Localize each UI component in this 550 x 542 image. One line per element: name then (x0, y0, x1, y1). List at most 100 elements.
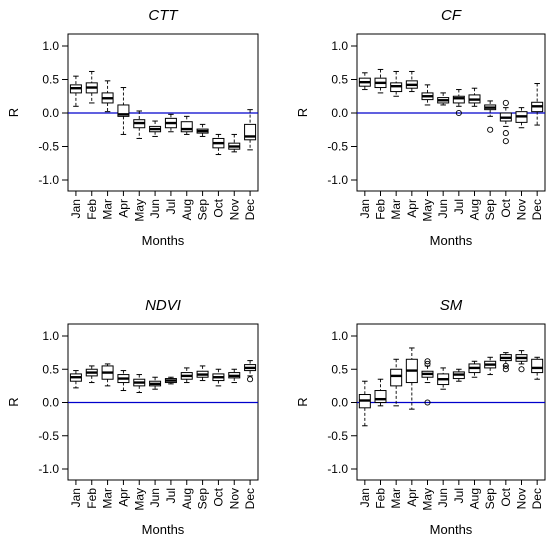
x-tick-label: Apr (405, 199, 419, 218)
x-tick-label: Oct (211, 198, 225, 217)
box-jan (69, 75, 82, 107)
outlier-point (424, 399, 431, 406)
y-tick-label: -1.0 (327, 173, 348, 187)
y-tick-label: 0.0 (331, 106, 348, 120)
y-tick-label: 1.0 (42, 39, 59, 53)
box-oct (212, 133, 225, 156)
y-tick-label: -0.5 (327, 429, 348, 443)
box-jun (149, 120, 162, 137)
x-tick-label: Sep (196, 199, 210, 221)
box-jun (437, 92, 450, 106)
box-feb (374, 378, 387, 407)
box-jul (452, 368, 465, 382)
x-tick-label: Sep (196, 488, 210, 510)
x-axis-label: Months (142, 522, 185, 537)
x-tick-label: Jul (164, 488, 178, 503)
box-sep (196, 365, 209, 382)
box-aug (468, 87, 481, 107)
box-nov (228, 133, 241, 153)
box-apr (405, 70, 418, 93)
x-tick-label: Sep (483, 199, 497, 221)
y-axis-label: R (6, 108, 21, 117)
panel-ndvi: NDVI 1.0 0.5 0.0 -0.5 -1.0 R Jan Feb Mar Apr May Jun… (6, 297, 259, 537)
box-jan (358, 72, 371, 91)
x-tick-label: Mar (389, 488, 403, 509)
y-tick-label: -0.5 (327, 140, 348, 154)
y-tick-label: 1.0 (331, 329, 348, 343)
box-dec (531, 83, 544, 126)
box-mar (390, 70, 403, 97)
x-tick-label: Jan (69, 488, 83, 507)
box-oct (212, 368, 225, 387)
y-tick-label: 0.0 (331, 396, 348, 410)
outlier-point (502, 99, 509, 106)
x-tick-label: Jun (436, 199, 450, 218)
x-tick-label: Feb (85, 488, 99, 509)
outlier-point (455, 109, 462, 117)
x-tick-label: Apr (405, 488, 419, 507)
box-dec (531, 356, 544, 380)
box-sep (484, 356, 497, 376)
y-tick-label: 0.5 (42, 362, 59, 376)
box-oct (499, 99, 512, 145)
box-may (421, 84, 434, 106)
x-tick-label: May (132, 199, 146, 222)
y-tick-label: -0.5 (38, 429, 59, 443)
outlier-point (502, 130, 509, 137)
outlier-point (518, 366, 525, 373)
box-iqr (374, 390, 387, 403)
box-dec (244, 360, 257, 383)
panel-title: SM (440, 297, 463, 314)
x-tick-label: May (421, 199, 435, 222)
x-tick-label: Feb (85, 199, 99, 220)
box-nov (228, 368, 241, 384)
box-iqr (180, 121, 193, 133)
x-tick-label: Aug (468, 199, 482, 220)
y-tick-label: 1.0 (42, 329, 59, 343)
x-tick-label: Oct (211, 487, 225, 506)
outlier-point (487, 126, 494, 133)
box-feb (85, 365, 98, 384)
box-aug (468, 360, 481, 378)
y-axis-label: R (295, 108, 310, 117)
x-tick-label: Mar (101, 199, 115, 220)
x-tick-label: Mar (389, 199, 403, 220)
y-axis-label: R (6, 397, 21, 406)
box-jun (149, 376, 162, 390)
box-oct (499, 352, 512, 373)
x-tick-label: Dec (243, 199, 257, 220)
outlier-point (502, 138, 509, 145)
panel-title: NDVI (145, 297, 181, 314)
panel-title: CTT (148, 7, 179, 24)
box-jul (164, 376, 177, 385)
x-tick-label: Nov (515, 199, 529, 220)
box-sep (196, 123, 209, 137)
x-tick-label: Jun (148, 488, 162, 507)
box-aug (180, 367, 193, 384)
x-tick-label: Jun (436, 488, 450, 507)
box-dec (244, 109, 257, 151)
outlier-point (502, 366, 509, 373)
outlier-point (247, 376, 254, 383)
x-tick-label: Dec (243, 488, 257, 509)
box-jan (69, 370, 82, 389)
y-tick-label: -1.0 (38, 462, 59, 476)
y-tick-label: 0.0 (42, 106, 59, 120)
x-tick-label: May (421, 488, 435, 511)
box-may (421, 358, 434, 406)
outlier-point (424, 358, 431, 365)
x-tick-label: Jul (452, 199, 466, 214)
y-tick-label: 0.5 (42, 73, 59, 87)
x-tick-label: Jul (452, 488, 466, 503)
x-tick-label: Aug (468, 488, 482, 509)
y-tick-label: -1.0 (327, 462, 348, 476)
x-tick-label: Dec (530, 199, 544, 220)
x-tick-label: Feb (374, 199, 388, 220)
x-axis-label: Months (142, 233, 185, 248)
x-axis-label: Months (430, 233, 473, 248)
box-apr (117, 370, 130, 392)
x-tick-label: Apr (116, 488, 130, 507)
box-mar (390, 358, 403, 407)
x-tick-label: Dec (530, 488, 544, 509)
